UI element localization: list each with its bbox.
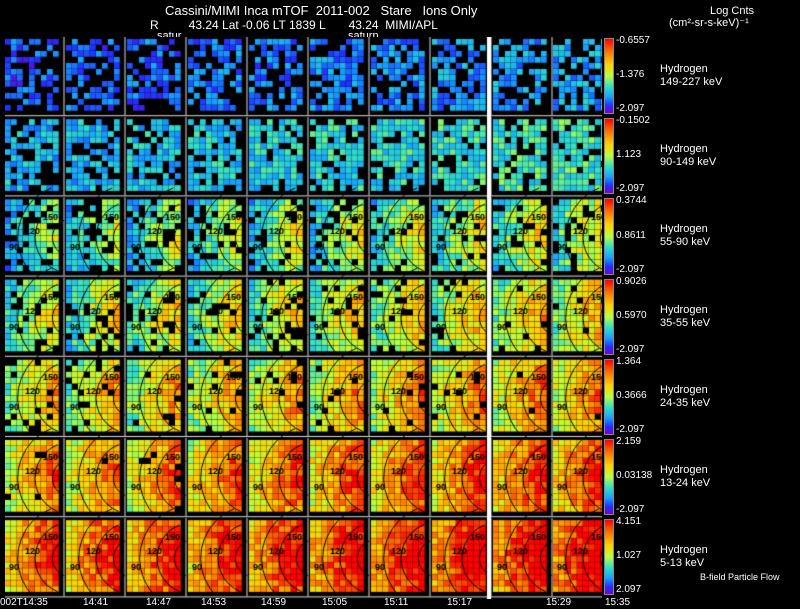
channel-species: Hydrogen — [660, 63, 708, 75]
colorbar-min-label: -2.097 — [616, 424, 645, 435]
time-tick-label: 15:11 — [384, 597, 409, 608]
channel-energy: 24-35 keV — [660, 396, 711, 409]
colorbar-mid-label: 0.8611 — [616, 229, 646, 241]
colorbar-mid-label: -1.376 — [616, 69, 645, 81]
bfield-legend: B-field Particle Flow — [700, 572, 780, 582]
colorbar-min-label: -2.097 — [616, 504, 645, 516]
units-label: Log Cnts — [710, 5, 755, 17]
colorbar — [604, 38, 614, 115]
colorbar — [604, 198, 614, 275]
colorbar-min-label: -2.097 — [616, 263, 645, 275]
colorbar — [604, 278, 614, 355]
colorbar — [604, 358, 614, 435]
colorbar-max-label: -0.6557 — [616, 35, 650, 46]
channel-label: Hydrogen 90-149 keV — [660, 143, 716, 169]
channel-energy: 13-24 keV — [660, 477, 711, 489]
channel-energy: 35-55 keV — [660, 316, 711, 329]
colorbar-min-label: -2.097 — [616, 183, 645, 195]
colorbar-mid-label: 0.5970 — [616, 309, 647, 321]
colorbar-min-label: 2.097 — [616, 584, 642, 596]
channel-label: Hydrogen 24-35 keV — [660, 384, 710, 410]
chart-title: Cassini/MIMI Inca mTOF 2011-002 Stare Io… — [165, 3, 478, 18]
channel-energy: 149-227 keV — [660, 76, 723, 88]
channel-label: Hydrogen 149-227 keV — [660, 63, 722, 89]
channel-label: Hydrogen 5-13 keV — [660, 544, 708, 570]
time-tick-label: 14:59 — [261, 597, 287, 608]
channel-label: Hydrogen 35-55 keV — [660, 304, 710, 330]
channel-energy: 55-90 keV — [660, 236, 711, 249]
time-tick-label: 14:53 — [201, 597, 227, 608]
colorbar — [604, 519, 614, 596]
time-tick-label: 14:47 — [146, 597, 172, 608]
colorbar — [604, 118, 614, 195]
colorbar-min-label: -2.097 — [616, 103, 645, 115]
energy-time-heatmap-grid — [5, 37, 602, 599]
channel-species: Hydrogen — [660, 303, 708, 316]
colorbar — [604, 439, 614, 516]
colorbar-max-label: 1.364 — [616, 355, 642, 367]
colorbar-max-label: -0.1502 — [616, 115, 650, 127]
colorbar-mid-label: 0.03138 — [616, 470, 653, 482]
channel-species: Hydrogen — [660, 544, 708, 557]
time-tick-label: 15:17 — [447, 597, 473, 608]
channel-species: Hydrogen — [660, 464, 708, 476]
time-tick-label: 15:35 — [605, 597, 631, 608]
channel-label: Hydrogen 13-24 keV — [660, 464, 710, 490]
channel-species: Hydrogen — [660, 223, 708, 236]
colorbar-max-label: 4.151 — [616, 516, 642, 528]
time-tick-label: 15:05 — [322, 597, 348, 608]
colorbar-max-label: 2.159 — [616, 436, 642, 447]
colorbar-mid-label: 1.123 — [616, 149, 642, 161]
time-tick-label: 15:29 — [546, 597, 572, 608]
channel-energy: 90-149 keV — [660, 156, 717, 169]
colorbar-mid-label: 1.027 — [616, 550, 642, 562]
units-value: (cm²-sr-s-keV)⁻¹ — [669, 17, 749, 29]
colorbar-max-label: 0.3744 — [616, 195, 647, 207]
orbit-info: R 43.24 Lat -0.06 LT 1839 L 43.24 MIMI/A… — [150, 18, 438, 32]
colorbar-min-label: -2.097 — [616, 343, 645, 355]
channel-species: Hydrogen — [660, 143, 708, 156]
channel-label: Hydrogen 55-90 keV — [660, 223, 710, 249]
colorbar-max-label: 0.9026 — [616, 275, 647, 287]
channel-energy: 5-13 keV — [660, 557, 705, 570]
time-tick-label: 14:41 — [83, 597, 109, 608]
time-tick-label: 002T14:35 — [0, 597, 48, 608]
channel-species: Hydrogen — [660, 383, 708, 396]
colorbar-mid-label: 0.3666 — [616, 389, 647, 401]
